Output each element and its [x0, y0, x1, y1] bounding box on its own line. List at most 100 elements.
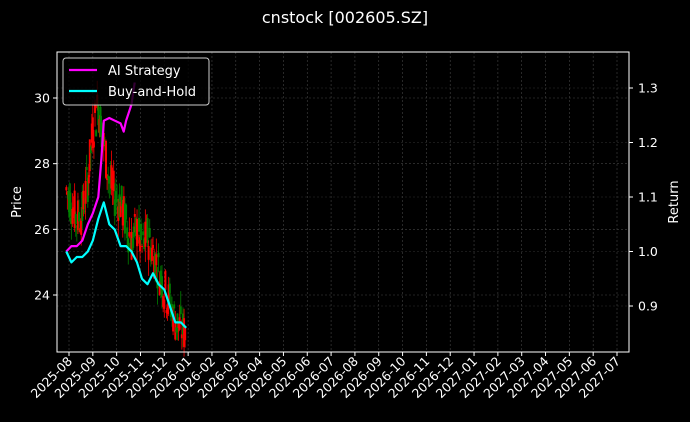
- y-tick-label-right: 1.3: [638, 81, 658, 96]
- y-tick-label-right: 1.1: [638, 190, 658, 205]
- candle-body: [119, 201, 122, 217]
- candle-body: [158, 281, 161, 295]
- candle-body: [157, 252, 160, 258]
- legend-label-buy-and-hold: Buy-and-Hold: [108, 85, 196, 100]
- candle-body: [92, 141, 95, 148]
- candle-body: [66, 192, 69, 196]
- candle-body: [152, 244, 155, 249]
- candle-body: [69, 192, 72, 217]
- candle-body: [103, 141, 106, 145]
- candle-body: [71, 208, 74, 224]
- y-tick-label-left: 30: [34, 91, 50, 106]
- candle-body: [148, 228, 151, 238]
- candle-body: [88, 139, 91, 172]
- y-axis-left: 24 26 28 30: [34, 91, 57, 303]
- candle-body: [86, 177, 89, 202]
- candle-body: [163, 299, 166, 309]
- candle-body: [111, 180, 114, 191]
- plot-frame: [56, 51, 630, 353]
- candle-body: [145, 221, 148, 241]
- candle-body: [131, 238, 134, 250]
- candle-body: [155, 254, 158, 266]
- candle-body: [118, 194, 121, 218]
- candle-body: [72, 207, 75, 214]
- candle-body: [175, 327, 178, 333]
- series-line-buy-and-hold: [65, 201, 187, 329]
- candle-body: [156, 280, 159, 289]
- candle-body: [122, 196, 125, 224]
- candle-body: [165, 310, 168, 313]
- candle-body: [117, 206, 120, 222]
- candle-body: [129, 242, 132, 252]
- candle-body: [85, 167, 88, 171]
- candle-body: [150, 248, 153, 261]
- candle-body: [173, 304, 176, 309]
- candle-body: [67, 191, 70, 200]
- candle-body: [134, 218, 137, 237]
- candle-body: [136, 219, 139, 247]
- y-axis-label-right: Return: [667, 180, 682, 223]
- candle-body: [183, 318, 186, 347]
- candle-body: [91, 117, 94, 149]
- candle-body: [78, 212, 81, 222]
- candle-body: [83, 210, 86, 212]
- candle-body: [133, 213, 136, 217]
- legend: AI Strategy Buy-and-Hold: [62, 57, 210, 106]
- candle-body: [143, 238, 146, 250]
- candle-body: [128, 232, 131, 237]
- candle-body: [162, 296, 165, 307]
- candle-body: [153, 256, 156, 279]
- candle-body: [90, 123, 93, 143]
- y-axis-right: 0.9 1.0 1.1 1.2 1.3: [629, 81, 658, 314]
- candle-body: [112, 170, 115, 192]
- candle-body: [74, 214, 77, 224]
- candle-body: [100, 122, 103, 148]
- candle-body: [87, 175, 90, 184]
- candle-body: [120, 185, 123, 207]
- y-axis-label-left: Price: [10, 186, 25, 218]
- y-tick-label-right: 0.9: [638, 299, 658, 314]
- candle-body: [168, 283, 171, 294]
- candle-body: [184, 327, 187, 341]
- candle-body: [172, 313, 175, 332]
- candle-body: [79, 228, 82, 233]
- candle-body: [170, 304, 173, 313]
- candle-body: [178, 317, 181, 330]
- candle-body: [113, 199, 116, 217]
- candle-body: [107, 175, 110, 179]
- candle-body: [179, 306, 182, 315]
- candle-body: [110, 165, 113, 189]
- candle-body: [127, 238, 130, 253]
- y-tick-label-right: 1.0: [638, 244, 658, 259]
- candle-body: [75, 226, 78, 228]
- series-line-ai-strategy: [65, 82, 136, 253]
- candle-body: [149, 247, 152, 262]
- candle-body: [114, 190, 117, 203]
- candle-body: [70, 217, 73, 224]
- candle-body: [141, 245, 144, 247]
- candle-body: [138, 217, 141, 232]
- chart-title: cnstock [002605.SZ]: [261, 8, 429, 27]
- candle-body: [125, 204, 128, 220]
- candle-body: [167, 284, 170, 308]
- candle-body: [177, 322, 180, 328]
- candle-body: [139, 237, 142, 252]
- y-tick-label-left: 26: [34, 222, 50, 237]
- price-candlesticks: [65, 80, 187, 357]
- candle-body: [180, 334, 183, 339]
- candle-body: [82, 190, 85, 210]
- candle-body: [94, 103, 97, 113]
- candle-body: [159, 270, 162, 283]
- candle-body: [132, 226, 135, 238]
- candle-body: [89, 146, 92, 154]
- grid-lines: [57, 52, 629, 352]
- candle-body: [174, 323, 177, 340]
- candle-body: [84, 180, 87, 204]
- candle-body: [95, 130, 98, 137]
- candle-body: [99, 106, 102, 138]
- legend-box: [62, 57, 210, 106]
- y-tick-label-left: 24: [34, 288, 50, 303]
- candle-body: [154, 253, 157, 278]
- y-tick-label-right: 1.2: [638, 135, 658, 150]
